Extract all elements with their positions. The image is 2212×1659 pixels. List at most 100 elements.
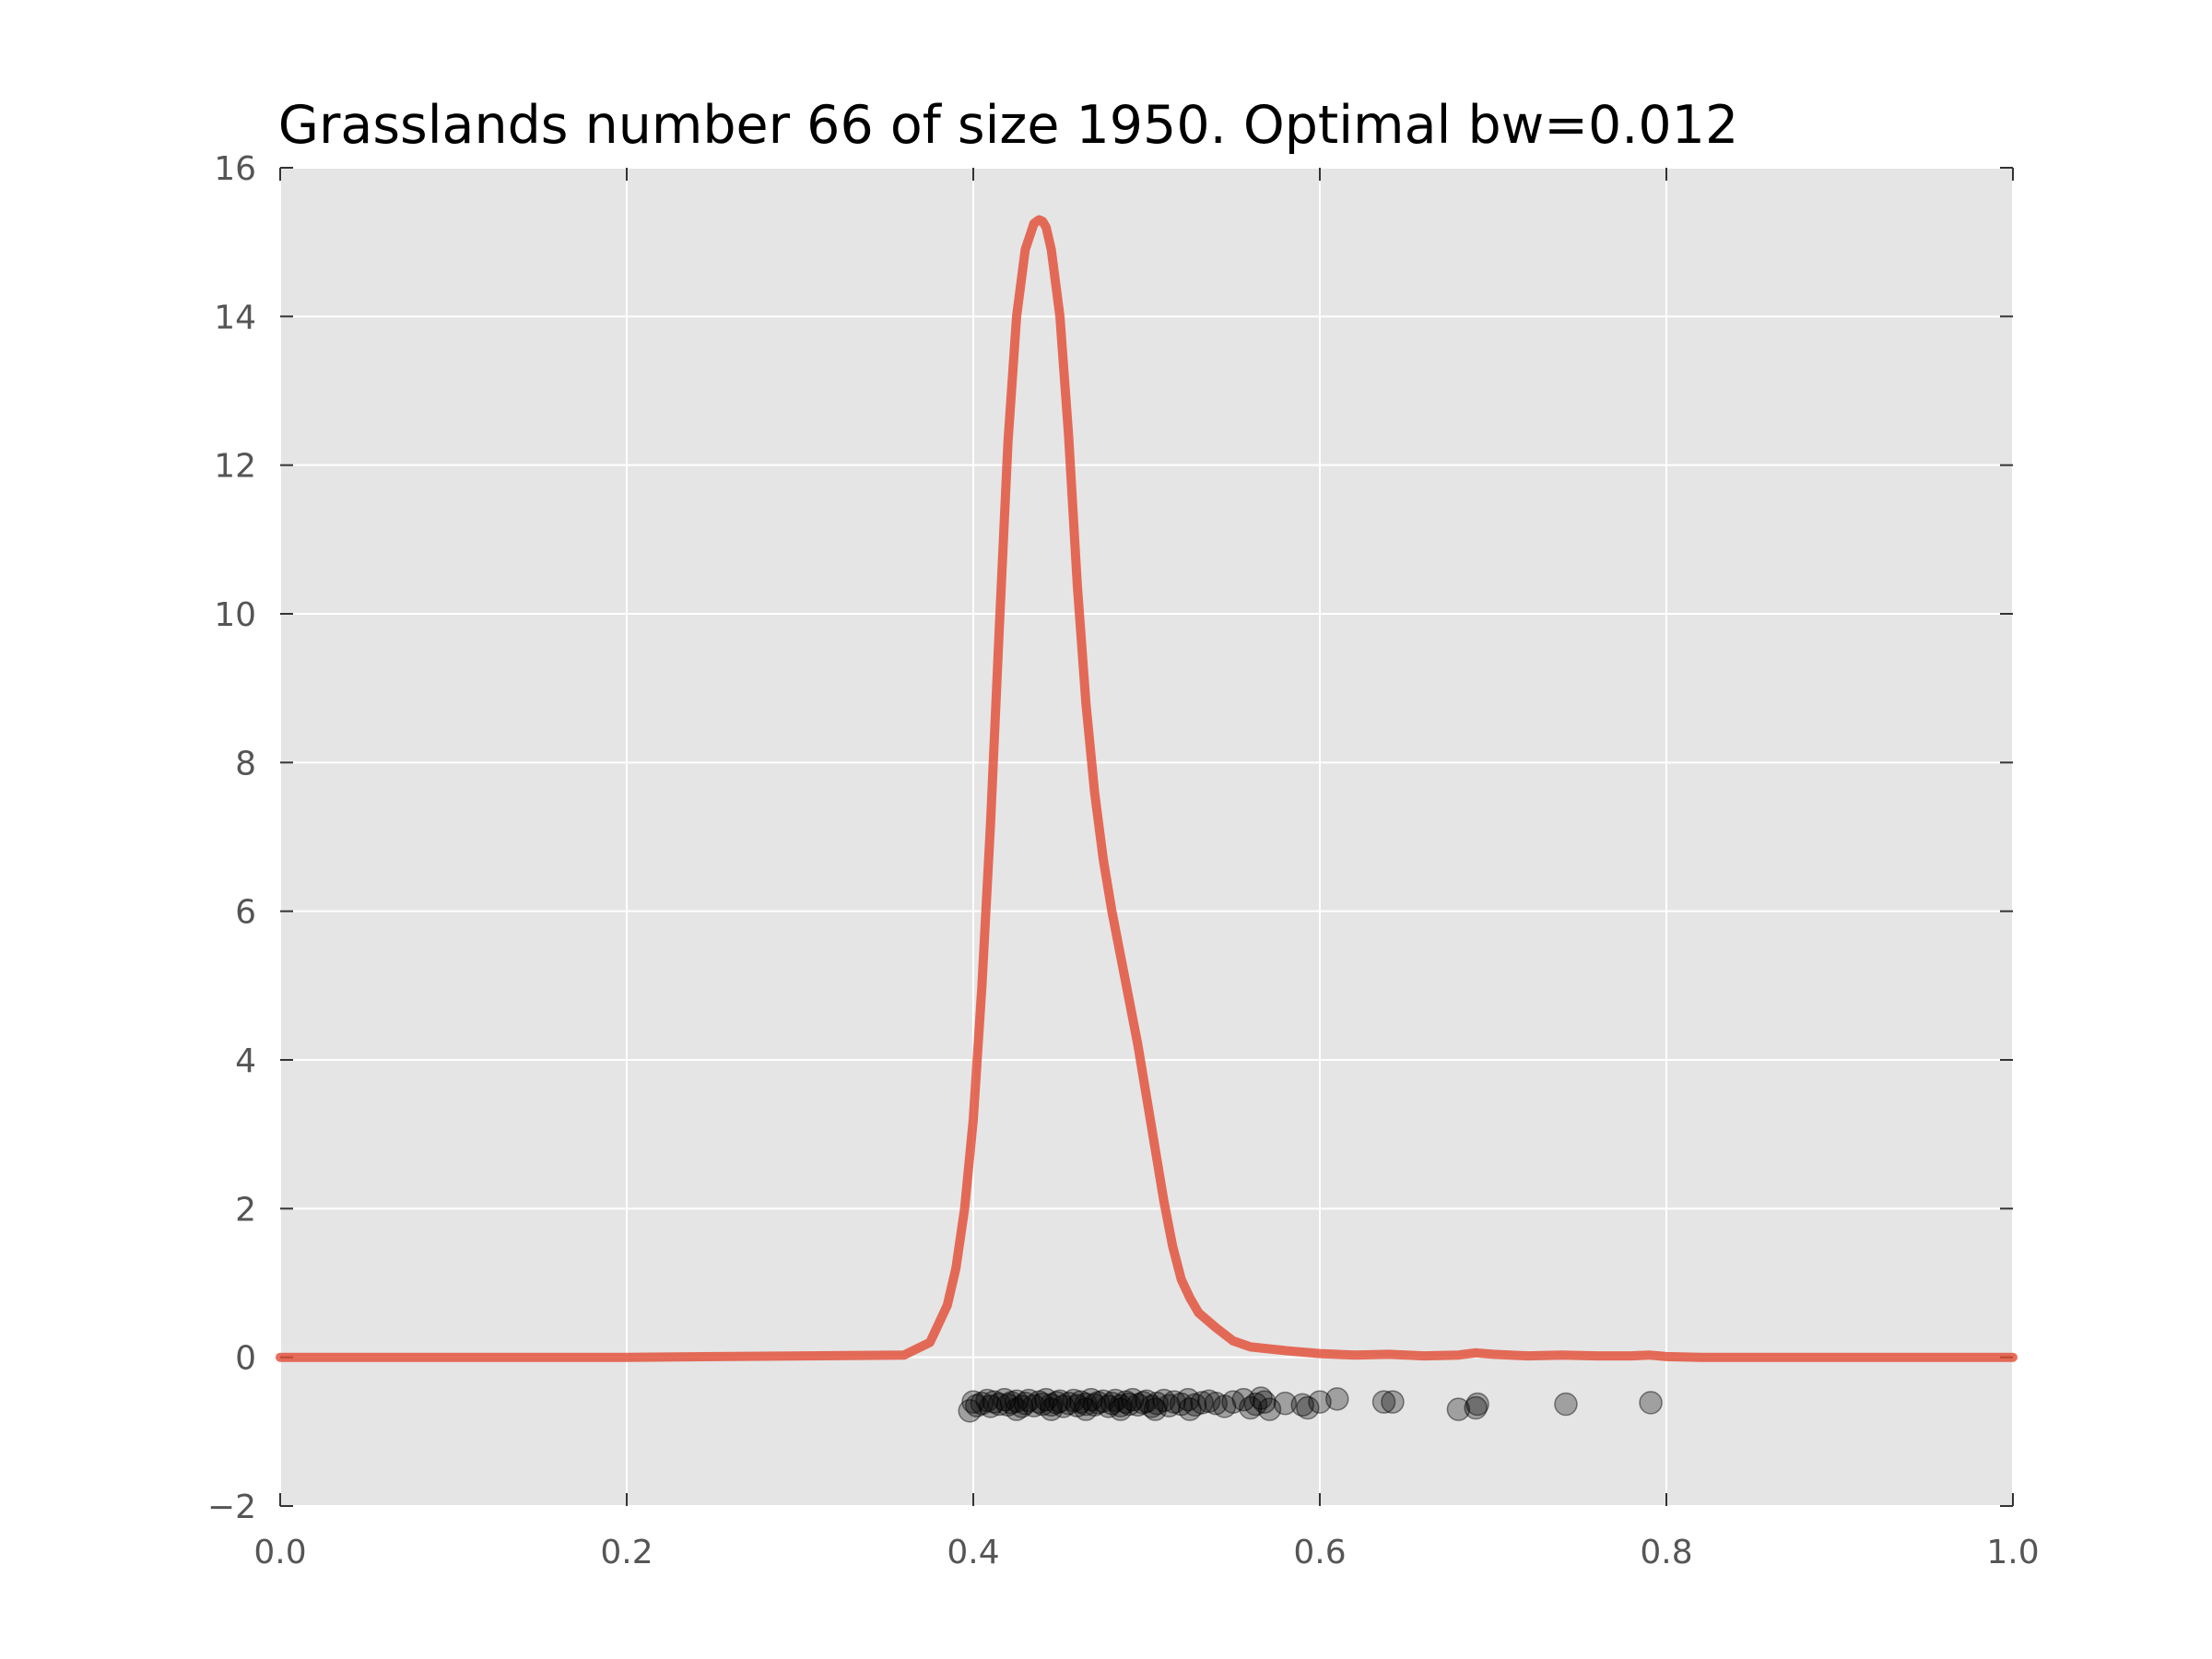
sample-point [1022,1394,1046,1418]
sample-point [1231,1387,1256,1412]
sample-point [1308,1390,1332,1414]
sample-point [1143,1397,1168,1421]
sample-point [1074,1392,1098,1417]
sample-point [1062,1388,1086,1413]
sample-point [1239,1395,1263,1420]
sample-point [999,1391,1024,1415]
sample-point [1103,1388,1127,1413]
y-axis-tick-labels: −2 0 2 4 6 8 10 12 14 16 [207,150,256,1526]
sample-point [1091,1389,1115,1414]
x-tick-label: 0.6 [1293,1534,1346,1571]
sample-point [975,1388,999,1413]
x-tick-label: 0.2 [600,1534,653,1571]
y-tick-label: 16 [214,150,256,188]
sample-point [1065,1394,1089,1418]
sample-point [1074,1397,1098,1421]
sample-point [1446,1397,1471,1421]
sample-point [1162,1390,1186,1414]
sample-point [987,1392,1011,1417]
sample-point [1135,1389,1159,1414]
plot-area [280,168,2013,1506]
sample-point [1027,1390,1052,1414]
sample-point [1034,1387,1058,1412]
sample-point [1639,1391,1663,1415]
sample-point [965,1394,989,1418]
sample-point [1145,1391,1170,1416]
sample-point [1039,1397,1064,1421]
y-tick-label: 14 [214,299,256,336]
sample-point [1030,1392,1054,1417]
sample-point [1204,1391,1228,1416]
sample-point [1121,1387,1145,1412]
x-tick-label: 0.8 [1640,1534,1692,1571]
sample-point [1044,1391,1068,1415]
sample-point [1068,1390,1093,1414]
sample-point [1465,1392,1489,1417]
y-tick-label: 10 [214,596,256,634]
sample-point [1125,1393,1150,1418]
sample-point [1169,1392,1194,1417]
sample-point [1082,1393,1107,1418]
sample-point [961,1390,985,1414]
sample-point [1325,1387,1349,1411]
sample-point [1113,1390,1138,1414]
y-tick-label: 4 [235,1042,256,1080]
sample-point [982,1390,1006,1414]
y-tick-label: 6 [235,894,256,932]
sample-point [995,1393,1020,1418]
x-axis-tick-labels: 0.0 0.2 0.4 0.6 0.8 1.0 [253,1534,2039,1571]
sample-point [970,1391,994,1416]
sample-point [1212,1394,1237,1418]
sample-point [993,1387,1017,1412]
sample-point [1048,1389,1072,1414]
sample-point [1196,1389,1221,1414]
sample-point [1109,1394,1133,1418]
sample-point [1554,1392,1578,1417]
sample-point [1131,1391,1155,1415]
sample-point [1290,1393,1314,1418]
sample-point [1056,1391,1081,1416]
sample-point [1009,1394,1034,1418]
sample-point [1096,1394,1121,1418]
x-tick-label: 1.0 [1986,1534,2039,1571]
sample-point [1013,1391,1038,1416]
sample-point [1253,1390,1277,1414]
y-tick-label: 8 [235,745,256,782]
sample-point [1182,1393,1207,1418]
sample-point [1117,1392,1141,1417]
x-tick-label: 0.4 [947,1534,999,1571]
sample-point [1243,1392,1268,1417]
sample-point [1221,1390,1245,1414]
sample-point [1381,1390,1405,1414]
y-tick-label: 2 [235,1191,256,1229]
sample-point [1039,1393,1064,1418]
sample-point [1005,1397,1029,1421]
sample-point [1249,1386,1273,1410]
sample-point [1005,1389,1029,1414]
y-tick-label: 0 [235,1340,256,1378]
sample-point [1052,1394,1076,1418]
sample-point [1190,1391,1214,1415]
sample-point [1178,1397,1202,1421]
sample-point [1296,1395,1320,1420]
sample-point [1273,1391,1298,1416]
sample-point [1371,1390,1396,1414]
sample-points [958,1386,1663,1423]
sample-point [1464,1395,1488,1420]
y-tick-label: −2 [207,1488,256,1526]
grid [279,167,2014,1507]
sample-point [1257,1397,1282,1421]
sample-point [1086,1391,1111,1415]
sample-point [958,1398,982,1423]
y-tick-label: 12 [214,448,256,486]
sample-point [1157,1394,1182,1418]
sample-point [1139,1394,1164,1418]
sample-point [1017,1388,1041,1413]
sample-point [1079,1387,1103,1412]
sample-point [1176,1387,1200,1412]
sample-point [1152,1388,1176,1413]
sample-point [1109,1397,1133,1421]
sample-point [979,1394,1003,1418]
density-curve [276,215,2018,1362]
